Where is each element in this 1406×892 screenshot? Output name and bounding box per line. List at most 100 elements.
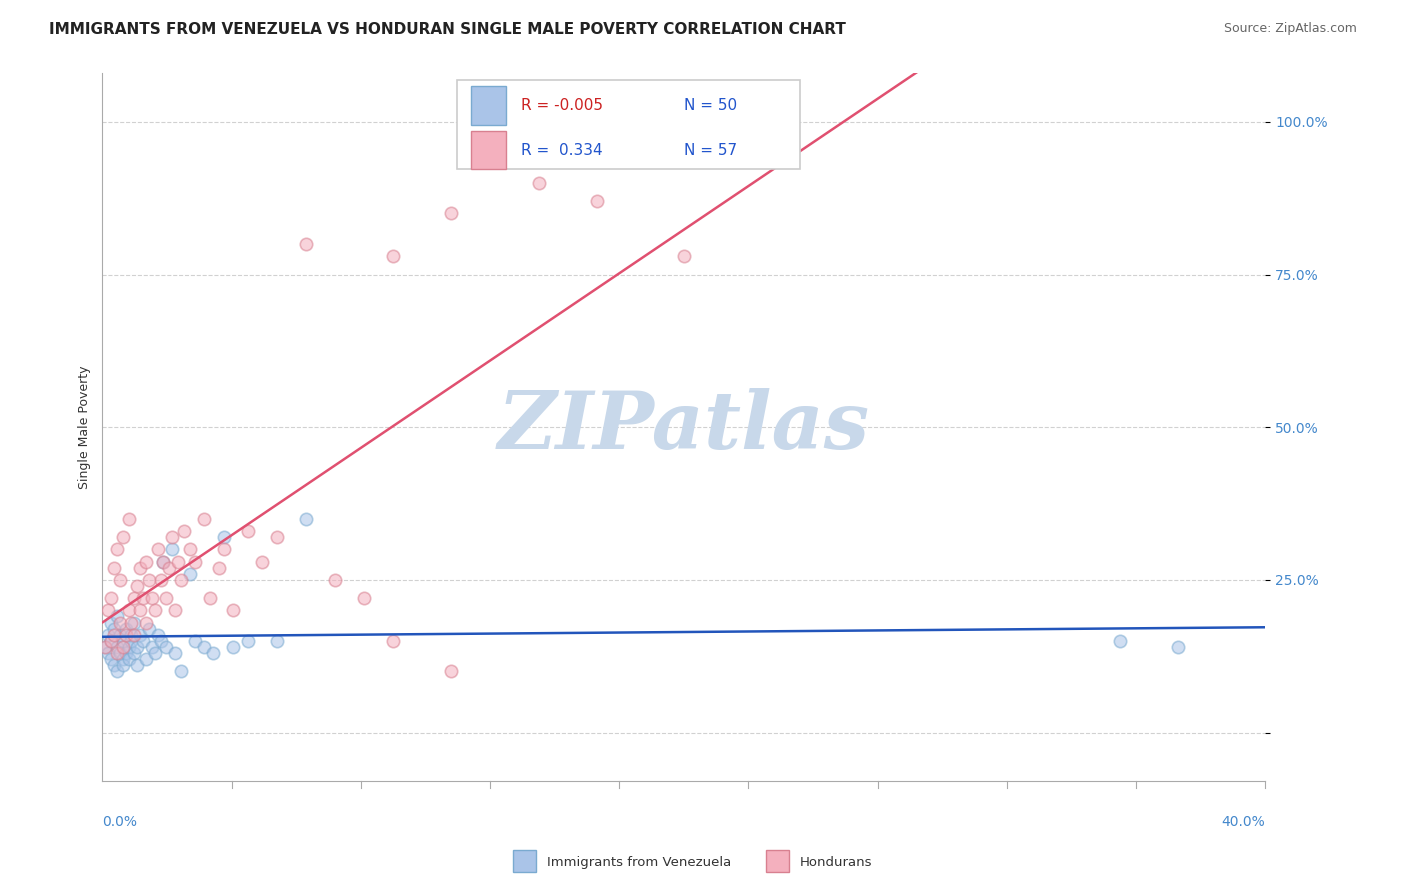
Point	[141, 640, 163, 654]
Text: Immigrants from Venezuela: Immigrants from Venezuela	[547, 856, 731, 869]
Point	[173, 524, 195, 538]
Point	[132, 634, 155, 648]
Point	[108, 628, 131, 642]
Point	[157, 560, 180, 574]
Point	[165, 646, 187, 660]
Point	[124, 628, 146, 642]
Point	[167, 555, 190, 569]
Text: N = 50: N = 50	[683, 98, 737, 113]
Point	[100, 634, 122, 648]
Point	[120, 615, 142, 630]
Point	[527, 176, 550, 190]
Point	[382, 249, 405, 263]
Text: IMMIGRANTS FROM VENEZUELA VS HONDURAN SINGLE MALE POVERTY CORRELATION CHART: IMMIGRANTS FROM VENEZUELA VS HONDURAN SI…	[49, 22, 846, 37]
Point	[135, 555, 157, 569]
Point	[214, 542, 236, 557]
Point	[105, 542, 128, 557]
Point	[146, 628, 169, 642]
Point	[111, 640, 134, 654]
Point	[129, 628, 152, 642]
FancyBboxPatch shape	[471, 87, 506, 125]
Point	[138, 573, 160, 587]
Point	[97, 603, 120, 617]
Point	[198, 591, 221, 606]
Point	[138, 622, 160, 636]
Point	[103, 658, 125, 673]
Text: N = 57: N = 57	[683, 143, 737, 158]
Point	[105, 665, 128, 679]
Point	[236, 634, 259, 648]
Point	[132, 591, 155, 606]
Point	[117, 603, 139, 617]
Point	[155, 640, 177, 654]
FancyBboxPatch shape	[457, 80, 800, 169]
Point	[165, 603, 187, 617]
Point	[149, 573, 172, 587]
Point	[111, 652, 134, 666]
Point	[382, 634, 405, 648]
Point	[193, 640, 215, 654]
Point	[141, 591, 163, 606]
Point	[129, 560, 152, 574]
Point	[127, 640, 149, 654]
Point	[155, 591, 177, 606]
Point	[120, 634, 142, 648]
Point	[120, 628, 142, 642]
Point	[105, 609, 128, 624]
Point	[94, 640, 117, 654]
Point	[100, 652, 122, 666]
Point	[117, 652, 139, 666]
FancyBboxPatch shape	[471, 130, 506, 169]
Point	[179, 566, 201, 581]
Point	[585, 194, 607, 209]
Point	[143, 603, 166, 617]
Point	[353, 591, 375, 606]
Point	[97, 646, 120, 660]
Point	[440, 665, 463, 679]
Point	[672, 249, 695, 263]
Point	[1167, 640, 1189, 654]
Text: ZIPatlas: ZIPatlas	[498, 388, 870, 466]
Point	[222, 603, 245, 617]
Point	[105, 640, 128, 654]
Point	[103, 622, 125, 636]
Point	[1109, 634, 1132, 648]
Point	[208, 560, 231, 574]
Point	[100, 615, 122, 630]
Point	[111, 530, 134, 544]
Point	[236, 524, 259, 538]
Point	[100, 591, 122, 606]
Point	[114, 622, 136, 636]
Point	[108, 646, 131, 660]
Point	[170, 573, 193, 587]
Text: 0.0%: 0.0%	[103, 815, 138, 829]
Point	[117, 640, 139, 654]
Point	[114, 628, 136, 642]
Point	[266, 530, 288, 544]
Point	[100, 634, 122, 648]
Point	[103, 560, 125, 574]
Point	[160, 530, 183, 544]
Point	[135, 615, 157, 630]
Text: Hondurans: Hondurans	[800, 856, 873, 869]
Point	[323, 573, 346, 587]
Point	[184, 555, 207, 569]
Point	[440, 206, 463, 220]
Point	[114, 646, 136, 660]
Point	[124, 646, 146, 660]
Point	[214, 530, 236, 544]
Text: Source: ZipAtlas.com: Source: ZipAtlas.com	[1223, 22, 1357, 36]
Point	[143, 646, 166, 660]
Point	[103, 628, 125, 642]
Point	[295, 512, 318, 526]
Text: R = -0.005: R = -0.005	[522, 98, 603, 113]
Point	[193, 512, 215, 526]
Point	[160, 542, 183, 557]
Point	[111, 634, 134, 648]
Point	[129, 603, 152, 617]
Point	[108, 573, 131, 587]
Point	[152, 555, 174, 569]
Point	[184, 634, 207, 648]
Point	[105, 646, 128, 660]
Point	[117, 512, 139, 526]
